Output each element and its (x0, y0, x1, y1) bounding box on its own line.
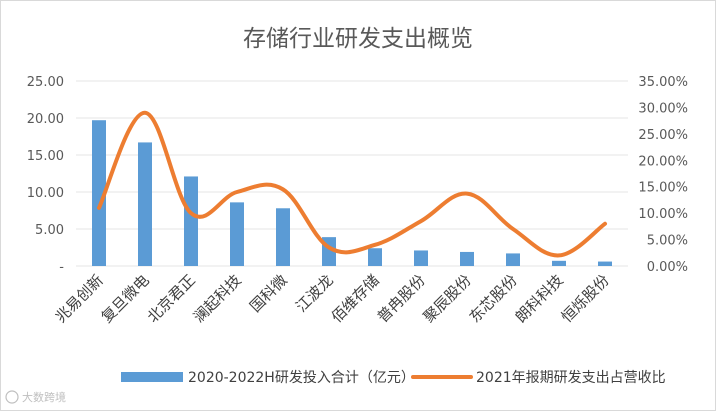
bar (460, 251, 474, 266)
bar (368, 248, 382, 266)
ratio-point (465, 192, 469, 196)
left-axis-labels: - 5.00 10.00 15.00 20.00 25.00 (27, 75, 65, 275)
ratio-point (511, 227, 515, 231)
right-axis-tick-label: 20.00% (638, 154, 688, 169)
right-axis-tick-label: 5.00% (647, 234, 688, 249)
watermark-text: 大数跨境 (22, 390, 66, 404)
legend-bar-swatch (121, 372, 183, 382)
bar (276, 208, 290, 266)
ratio-point (143, 111, 147, 115)
ratio-point (189, 211, 193, 215)
line-series (97, 110, 607, 258)
left-axis-tick-label: - (59, 260, 64, 275)
right-axis-labels: 0.00% 5.00% 10.00% 15.00% 20.00% 25.00% 30.00%… (638, 75, 688, 275)
ratio-point (97, 206, 101, 210)
legend: 2020-2022H研发投入合计（亿元） 2021年报期研发支出占营收比 (121, 370, 666, 386)
legend-line-label: 2021年报期研发支出占营收比 (476, 370, 666, 386)
ratio-point (603, 222, 607, 226)
ratio-point (235, 190, 239, 194)
right-axis-tick-label: 35.00% (638, 75, 688, 90)
watermark-logo-icon (5, 390, 19, 404)
bar (598, 261, 612, 266)
bar (414, 250, 428, 266)
right-axis-tick-label: 15.00% (638, 181, 688, 196)
left-axis-tick-label: 5.00 (35, 223, 64, 238)
bar (138, 142, 152, 266)
bar (552, 260, 566, 266)
bar (184, 176, 198, 266)
right-axis-tick-label: 30.00% (638, 101, 688, 116)
ratio-point (327, 246, 331, 249)
left-axis-tick-label: 20.00 (27, 112, 64, 127)
right-axis-tick-label: 25.00% (638, 128, 688, 143)
legend-bar-label: 2020-2022H研发投入合计（亿元） (188, 370, 415, 386)
watermark: 大数跨境 (5, 390, 66, 404)
bar (230, 202, 244, 266)
left-axis-tick-label: 10.00 (27, 186, 64, 201)
bar (506, 253, 520, 266)
ratio-point (281, 187, 285, 191)
left-axis-tick-label: 25.00 (27, 75, 64, 90)
left-axis-tick-label: 15.00 (27, 149, 64, 164)
ratio-point (557, 253, 561, 257)
ratio-point (419, 219, 423, 223)
right-axis-tick-label: 0.00% (647, 260, 688, 275)
bar (92, 120, 106, 266)
ratio-point (373, 243, 377, 247)
right-axis-tick-label: 10.00% (638, 207, 688, 222)
chart-title: 存储行业研发支出概览 (243, 26, 473, 52)
bar-series (92, 120, 612, 266)
